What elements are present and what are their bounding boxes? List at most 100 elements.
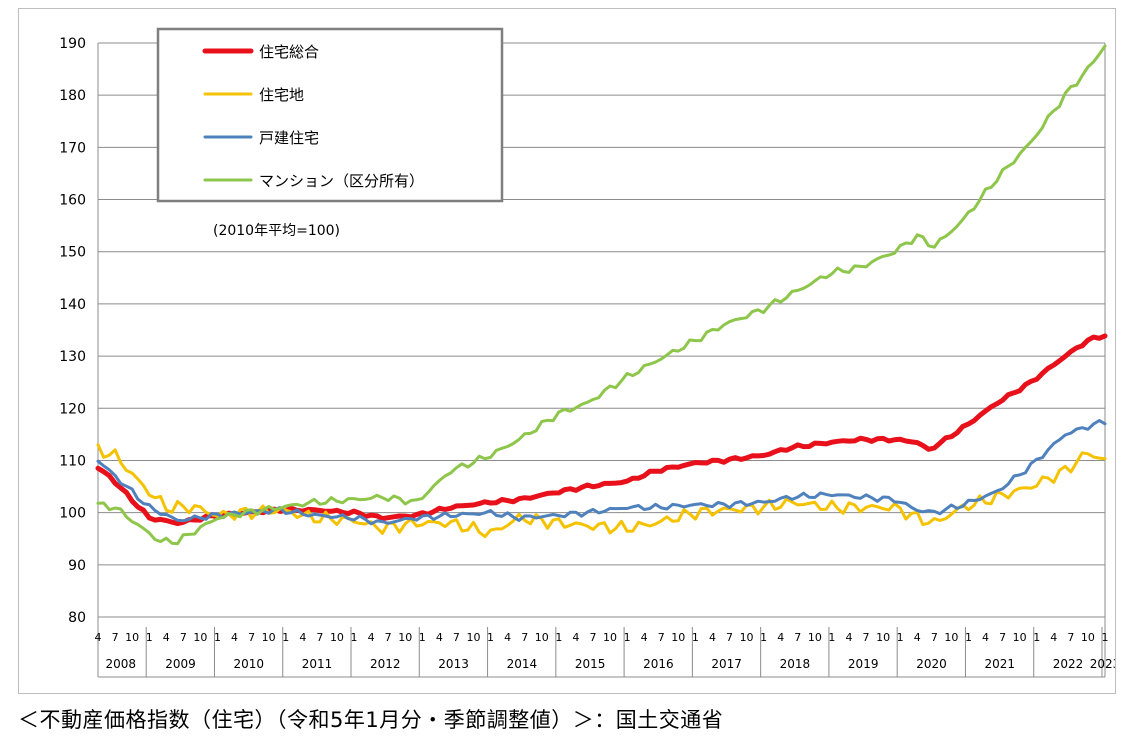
x-month-tick-label: 10 [876, 631, 890, 644]
x-year-label: 2020 [916, 657, 947, 671]
y-tick-label: 80 [68, 610, 86, 626]
x-year-label: 2022 [1053, 657, 1084, 671]
x-year-label: 2016 [643, 657, 674, 671]
y-tick-label: 120 [59, 401, 86, 417]
x-year-label: 2013 [438, 657, 469, 671]
x-year-label: 2010 [233, 657, 264, 671]
x-month-tick-label: 1 [487, 631, 494, 644]
x-year-label: 2021 [984, 657, 1015, 671]
x-month-tick-label: 10 [535, 631, 549, 644]
x-month-tick-label: 10 [1013, 631, 1027, 644]
y-tick-label: 90 [68, 558, 86, 574]
x-year-label: 2012 [370, 657, 401, 671]
x-year-label: 2011 [302, 657, 333, 671]
x-month-tick-label: 1 [897, 631, 904, 644]
x-month-tick-label: 4 [163, 631, 170, 644]
x-month-tick-label: 7 [999, 631, 1006, 644]
series-line-4 [96, 44, 1107, 546]
x-year-label: 2014 [507, 657, 538, 671]
legend-label: 住宅地 [259, 86, 304, 104]
x-year-label: 2015 [575, 657, 606, 671]
series-line-1 [95, 333, 1108, 527]
series-line-3 [96, 419, 1107, 526]
x-month-tick-label: 4 [982, 631, 989, 644]
x-month-tick-label: 10 [262, 631, 276, 644]
x-month-tick-label: 4 [914, 631, 921, 644]
x-month-tick-label: 10 [330, 631, 344, 644]
x-month-tick-label: 7 [658, 631, 665, 644]
series-line-2 [96, 443, 1107, 539]
x-month-tick-label: 1 [555, 631, 562, 644]
x-month-tick-label: 1 [282, 631, 289, 644]
x-month-tick-label: 1 [692, 631, 699, 644]
x-month-tick-label: 1 [624, 631, 631, 644]
x-month-tick-label: 7 [453, 631, 460, 644]
x-month-tick-label: 1 [965, 631, 972, 644]
x-month-tick-label: 4 [504, 631, 511, 644]
x-month-tick-label: 7 [248, 631, 255, 644]
x-month-tick-label: 10 [1081, 631, 1095, 644]
x-year-label: 2018 [780, 657, 811, 671]
x-month-tick-label: 7 [931, 631, 938, 644]
x-month-tick-label: 10 [808, 631, 822, 644]
x-month-tick-label: 7 [794, 631, 801, 644]
x-month-tick-label: 7 [112, 631, 119, 644]
x-month-tick-label: 4 [231, 631, 238, 644]
x-month-tick-label: 10 [944, 631, 958, 644]
x-month-tick-label: 4 [95, 631, 102, 644]
x-month-tick-label: 10 [671, 631, 685, 644]
y-tick-label: 100 [59, 506, 86, 522]
x-month-tick-label: 4 [641, 631, 648, 644]
x-month-tick-label: 10 [466, 631, 480, 644]
x-month-tick-label: 4 [368, 631, 375, 644]
chart-frame: 80 90 100 110 120 130 140 150 160 170 180 190 4 7 10 1… [18, 8, 1116, 694]
x-month-tick-label: 10 [193, 631, 207, 644]
x-month-tick-label: 7 [385, 631, 392, 644]
y-tick-label: 150 [59, 245, 86, 261]
x-month-tick-label: 1 [146, 631, 153, 644]
legend-label: 住宅総合 [259, 43, 319, 61]
legend-label: マンション（区分所有） [259, 172, 424, 190]
chart-caption: ＜不動産価格指数（住宅）（令和5年1月分・季節調整値）＞：国土交通省 [18, 708, 724, 732]
x-month-tick-label: 1 [828, 631, 835, 644]
y-axis: 80 90 100 110 120 130 140 150 160 170 180 190 [59, 36, 86, 626]
legend-label: 戸建住宅 [259, 129, 319, 147]
x-month-tick-label: 10 [125, 631, 139, 644]
x-year-label: 2019 [848, 657, 879, 671]
x-month-tick-label: 4 [709, 631, 716, 644]
x-year-label: 2009 [165, 657, 196, 671]
y-tick-label: 130 [59, 349, 86, 365]
x-month-tick-label: 10 [740, 631, 754, 644]
y-tick-label: 110 [59, 453, 86, 469]
x-month-tick-label: 4 [1050, 631, 1057, 644]
y-tick-label: 140 [59, 297, 86, 313]
x-year-label: 2023 [1090, 657, 1115, 671]
x-month-tick-label: 7 [589, 631, 596, 644]
base-note: (2010年平均=100) [213, 223, 340, 239]
legend-box [156, 27, 504, 203]
x-month-tick-label: 7 [180, 631, 187, 644]
x-month-tick-label: 4 [845, 631, 852, 644]
x-axis: 4 7 10 1 4 7 10 1 4 7 10 1 4 7 10 1 4 7 10 1 4 7 10 1 4 7 10 1 4 7 10 1… [95, 43, 1115, 678]
series-lines [95, 44, 1108, 546]
x-month-tick-label: 1 [214, 631, 221, 644]
x-month-tick-label: 1 [419, 631, 426, 644]
y-tick-label: 170 [59, 140, 86, 156]
y-tick-label: 180 [59, 88, 86, 104]
x-month-tick-label: 7 [316, 631, 323, 644]
x-month-tick-label: 10 [398, 631, 412, 644]
x-month-tick-label: 7 [1067, 631, 1074, 644]
x-month-tick-label: 1 [351, 631, 358, 644]
x-month-tick-label: 7 [521, 631, 528, 644]
x-month-tick-label: 4 [299, 631, 306, 644]
x-month-tick-label: 4 [777, 631, 784, 644]
x-month-tick-label: 7 [726, 631, 733, 644]
x-month-tick-label: 1 [1033, 631, 1040, 644]
x-month-tick-label: 1 [760, 631, 767, 644]
y-tick-label: 160 [59, 193, 86, 209]
x-month-tick-label: 10 [603, 631, 617, 644]
x-month-tick-label: 4 [436, 631, 443, 644]
x-month-tick-label: 1 [1102, 631, 1109, 644]
